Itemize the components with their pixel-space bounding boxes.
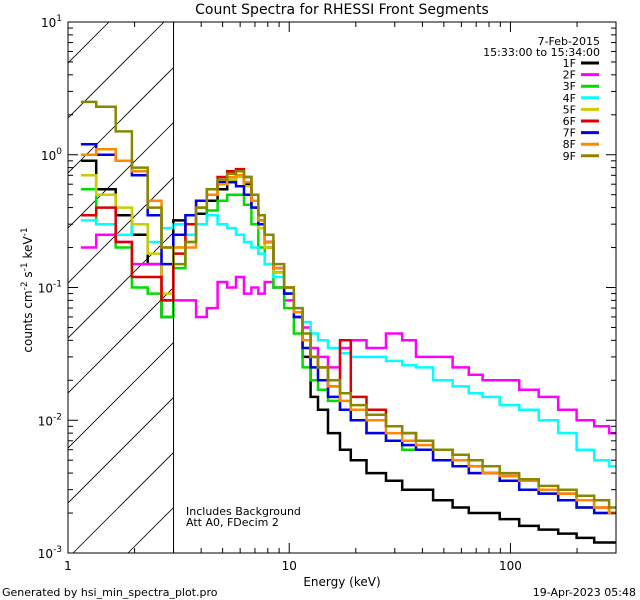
hatch-line [293,22,640,553]
series-layer [80,100,616,544]
hatch-line [68,66,174,174]
y-tick-label: 10-3 [38,545,62,561]
hatch-line [68,396,174,504]
hatch-line [68,22,165,119]
legend-label-1F: 1F [563,57,576,70]
y-axis-label: counts cm-2 s-1 keV-1 [20,227,35,352]
legend-label-2F: 2F [563,69,576,82]
footer-timestamp: 19-Apr-2023 05:48 [533,586,636,599]
hatch-line [513,22,640,553]
legend-label-3F: 3F [563,80,576,93]
legend-label-5F: 5F [563,103,576,116]
y-tick-label: 101 [41,14,62,30]
hatch-line [238,22,640,553]
x-axis-label: Energy (keV) [303,575,380,589]
hatch-line [623,22,640,553]
annotation-attenuator: Att A0, FDecim 2 [186,516,279,529]
hatch-line [403,22,640,553]
hatch-line [68,231,174,339]
legend-time-range: 15:33:00 to 15:34:00 [483,46,600,59]
plot-frame [67,21,617,554]
y-tick-label: 10-2 [38,412,62,428]
chart-title: Count Spectra for RHESSI Front Segments [195,2,489,18]
y-tick-label: 10-1 [38,280,62,296]
hatch-line [568,22,640,553]
legend-label-4F: 4F [563,92,576,105]
y-tick-label: 100 [41,147,62,163]
legend-date: 7-Feb-2015 [538,35,600,48]
legend-label-8F: 8F [563,138,576,151]
svg-text:counts cm-2 s-1 keV-1: counts cm-2 s-1 keV-1 [20,227,35,352]
legend-label-6F: 6F [563,115,576,128]
x-tick-label: 100 [499,559,522,573]
hatch-line [72,451,174,553]
series-line-9F [80,100,616,509]
legend: 7-Feb-2015 15:33:00 to 15:34:00 1F2F3F4F… [483,35,600,163]
x-tick-label: 10 [282,559,297,573]
axis-ticks: 1 10 100 10-3 10-2 10-1 100 101 [38,14,617,573]
legend-label-9F: 9F [563,150,576,163]
legend-label-7F: 7F [563,127,576,140]
x-tick-label: 1 [64,559,72,573]
annotation-background: Includes Background [186,505,301,518]
footer-generator: Generated by hsi_min_spectra_plot.pro [2,586,218,599]
